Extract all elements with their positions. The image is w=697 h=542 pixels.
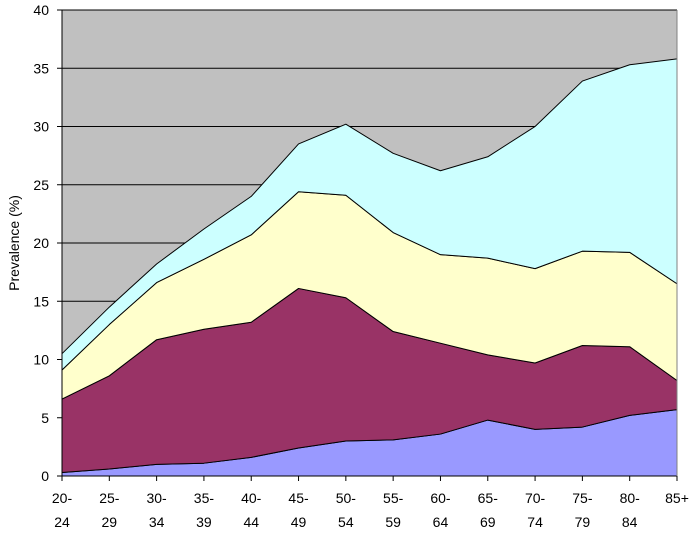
y-tick-label: 0 bbox=[41, 468, 49, 484]
y-tick-label: 25 bbox=[33, 177, 49, 193]
x-tick-label: 45-49 bbox=[288, 490, 309, 530]
y-tick-label: 10 bbox=[33, 352, 49, 368]
y-tick-label: 35 bbox=[33, 60, 49, 76]
y-tick-label: 5 bbox=[41, 410, 49, 426]
x-tick-label: 25-29 bbox=[99, 490, 120, 530]
x-tick-label: 80-84 bbox=[620, 490, 641, 530]
x-tick-label: 20-24 bbox=[52, 490, 73, 530]
y-tick-labels: 0 5 10 15 20 25 30 35 40 bbox=[33, 2, 49, 484]
y-tick-label: 40 bbox=[33, 2, 49, 18]
x-tick-label: 50-54 bbox=[336, 490, 357, 530]
x-tick-label: 65-69 bbox=[478, 490, 499, 530]
x-tick-label: 75-79 bbox=[572, 490, 593, 530]
y-axis-title: Prevalence (%) bbox=[6, 195, 22, 291]
x-tick-label: 70-74 bbox=[525, 490, 546, 530]
axes bbox=[57, 9, 678, 481]
x-tick-labels: 20-24 25-29 30-34 35-39 40-44 45-49 50-54 55-59… bbox=[52, 490, 689, 530]
x-tick-label: 60-64 bbox=[430, 490, 451, 530]
y-tick-label: 15 bbox=[33, 293, 49, 309]
x-tick-label: 30-34 bbox=[146, 490, 167, 530]
y-tick-label: 30 bbox=[33, 119, 49, 135]
y-tick-label: 20 bbox=[33, 235, 49, 251]
x-tick-label: 85+ bbox=[665, 490, 689, 506]
x-tick-label: 40-44 bbox=[241, 490, 262, 530]
x-tick-label: 55-59 bbox=[383, 490, 404, 530]
x-tick-label: 35-39 bbox=[194, 490, 215, 530]
